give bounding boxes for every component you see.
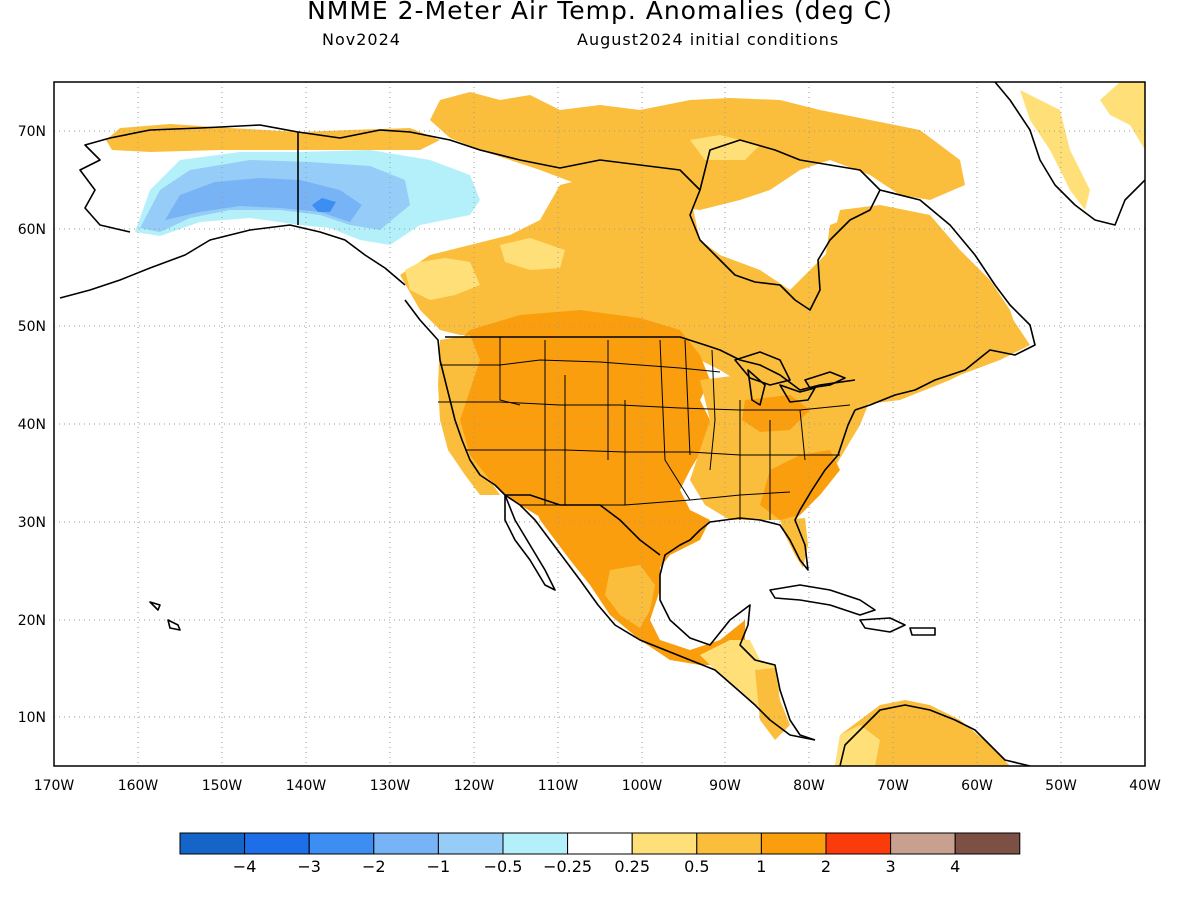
lat-label: 30N (18, 515, 46, 531)
lon-label: 50W (1045, 778, 1077, 794)
anomaly-florida (780, 518, 808, 568)
lon-label: 80W (793, 778, 825, 794)
gridlines (54, 82, 1145, 766)
colorbar-label: 0.25 (614, 857, 650, 876)
anomaly-northern-south-america-weak (835, 725, 880, 766)
colorbar-swatch (825, 832, 892, 855)
colorbar-swatch (437, 832, 504, 855)
colorbar-swatch (373, 832, 439, 855)
lon-label: 100W (622, 778, 663, 794)
colorbar-swatch (502, 832, 569, 855)
colorbar-swatch (631, 832, 698, 855)
anomaly-western-us (448, 310, 710, 610)
anomaly-pacific-coast (438, 335, 500, 495)
lon-label: 120W (454, 778, 495, 794)
colorbar-label: −3 (297, 857, 321, 876)
lon-label: 60W (961, 778, 993, 794)
colorbar-swatch (760, 832, 827, 855)
anomaly-saskatchewan-weak (500, 238, 565, 270)
lat-label: 40N (18, 417, 46, 433)
anomaly-quebec-labrador (825, 210, 1030, 395)
lat-axis: 70N 60N 50N 40N 30N 20N 10N (18, 124, 46, 726)
anomaly-alaska-core (165, 178, 362, 222)
lon-label: 130W (370, 778, 411, 794)
colorbar-label: −2 (362, 857, 386, 876)
colorbar-label: 1 (756, 857, 766, 876)
anomaly-northern-south-america (835, 700, 1010, 766)
anomaly-east-coast-strong (760, 450, 840, 520)
colorbar-label: 2 (821, 857, 831, 876)
anomaly-greenland-ne (1100, 82, 1145, 150)
lon-axis: 170W 160W 150W 140W 130W 120W 110W 100W … (34, 778, 1161, 794)
anomaly-eastern-us (690, 375, 870, 520)
anomaly-central-america-strong (755, 668, 790, 740)
lon-label: 70W (877, 778, 909, 794)
lat-label: 50N (18, 319, 46, 335)
colorbar-swatch (696, 832, 762, 855)
state-borders (438, 337, 851, 520)
anomaly-alaska-min (312, 198, 336, 212)
lon-label: 90W (709, 778, 741, 794)
colorbar-swatch (244, 832, 310, 855)
colorbar-swatch (954, 832, 1021, 855)
lon-label: 170W (34, 778, 75, 794)
lon-label: 140W (286, 778, 327, 794)
lon-label: 110W (538, 778, 579, 794)
map-frame (53, 81, 1146, 767)
colorbar-label: 0.5 (684, 857, 709, 876)
colorbar-swatch (890, 832, 956, 855)
colorbar-label: −0.5 (484, 857, 523, 876)
colorbar-label: 4 (950, 857, 960, 876)
initial-conditions: August2024 initial conditions (577, 30, 840, 49)
colorbar-label: −4 (233, 857, 257, 876)
forecast-month: Nov2024 (322, 30, 401, 49)
lon-label: 160W (118, 778, 159, 794)
anomaly-western-canada-weak (405, 258, 480, 300)
lat-label: 60N (18, 222, 46, 238)
colorbar: −4 −3 −2 −1 −0.5 −0.25 0.25 0.5 1 2 3 4 (179, 832, 1021, 876)
colorbar-label: −1 (427, 857, 451, 876)
coastlines (59, 82, 1145, 766)
lat-label: 10N (18, 710, 46, 726)
anomaly-greenland-east (1020, 90, 1090, 210)
colorbar-swatch (567, 832, 633, 855)
map-title: NMME 2-Meter Air Temp. Anomalies (deg C) (307, 0, 893, 25)
colorbar-swatch (179, 832, 246, 855)
map-plot-area (54, 82, 1145, 766)
colorbar-label: −0.25 (543, 857, 592, 876)
colorbar-swatch (308, 832, 375, 855)
lon-label: 150W (202, 778, 243, 794)
lat-label: 70N (18, 124, 46, 140)
anomaly-canadian-arctic (430, 92, 965, 210)
lon-label: 40W (1129, 778, 1161, 794)
colorbar-label: 3 (886, 857, 896, 876)
lat-label: 20N (18, 613, 46, 629)
